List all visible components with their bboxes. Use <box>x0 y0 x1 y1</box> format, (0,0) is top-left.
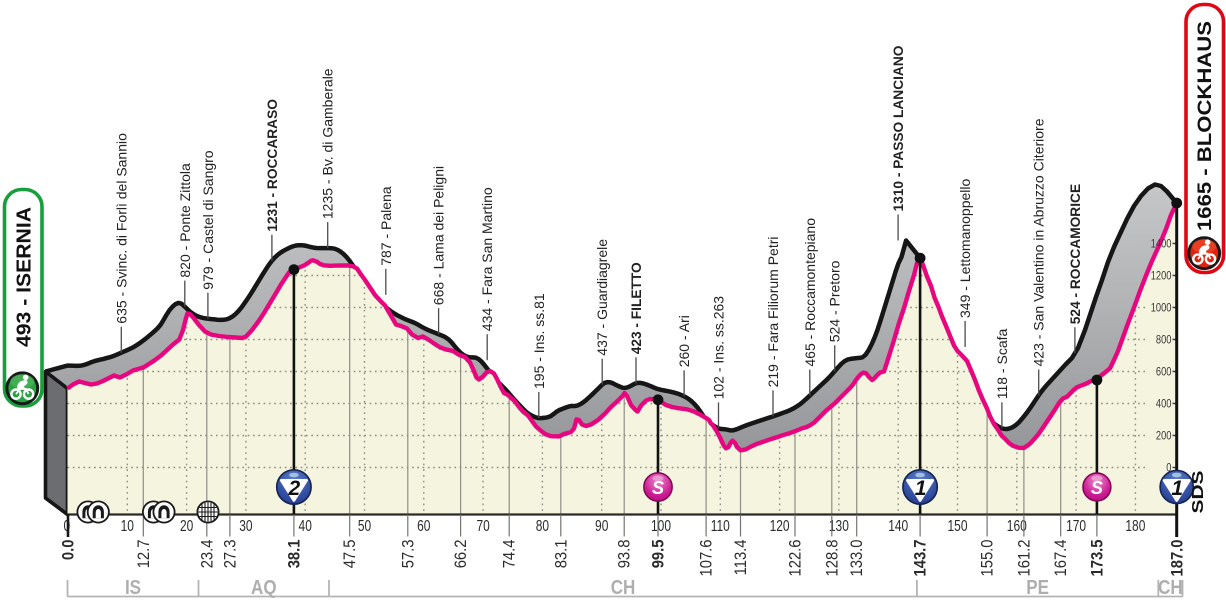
svg-text:423 - FILETTO: 423 - FILETTO <box>628 262 644 354</box>
svg-text:219 - Fara Filiorum Petri: 219 - Fara Filiorum Petri <box>765 237 781 388</box>
svg-text:465 - Roccamontepiano: 465 - Roccamontepiano <box>802 218 818 367</box>
svg-text:50: 50 <box>358 518 371 535</box>
svg-text:400: 400 <box>1156 397 1172 411</box>
svg-text:128.8: 128.8 <box>822 540 841 577</box>
svg-text:143.7: 143.7 <box>911 540 930 577</box>
svg-text:40: 40 <box>299 518 312 535</box>
svg-text:155.0: 155.0 <box>978 540 997 577</box>
svg-text:CH: CH <box>611 577 636 599</box>
svg-text:120: 120 <box>770 518 790 535</box>
svg-text:S: S <box>652 478 664 498</box>
svg-text:187.0: 187.0 <box>1167 540 1186 577</box>
svg-text:IS: IS <box>125 577 141 599</box>
svg-text:27.3: 27.3 <box>220 540 239 569</box>
svg-text:80: 80 <box>536 518 549 535</box>
svg-text:1665 - BLOCKHAUS: 1665 - BLOCKHAUS <box>1195 21 1216 231</box>
svg-text:110: 110 <box>711 518 730 535</box>
svg-text:1200: 1200 <box>1151 269 1172 283</box>
svg-text:83.1: 83.1 <box>551 540 570 569</box>
svg-text:20: 20 <box>180 518 193 535</box>
svg-text:668 - Lama dei Peligni: 668 - Lama dei Peligni <box>431 166 447 305</box>
svg-text:180: 180 <box>1125 518 1145 535</box>
svg-text:74.4: 74.4 <box>500 540 519 569</box>
svg-text:90: 90 <box>595 518 608 535</box>
svg-text:800: 800 <box>1156 333 1172 347</box>
svg-text:118 - Scafa: 118 - Scafa <box>994 328 1010 399</box>
svg-text:113.4: 113.4 <box>731 540 750 576</box>
svg-text:524 - Pretoro: 524 - Pretoro <box>827 260 843 342</box>
svg-text:434 - Fara San Martino: 434 - Fara San Martino <box>479 187 495 331</box>
svg-text:140: 140 <box>888 518 908 535</box>
svg-text:493 - ISERNIA: 493 - ISERNIA <box>13 207 36 347</box>
svg-text:1235 - Bv. di Gamberale: 1235 - Bv. di Gamberale <box>320 68 336 219</box>
svg-text:107.6: 107.6 <box>697 540 716 577</box>
svg-text:47.5: 47.5 <box>340 540 359 569</box>
svg-text:524 - ROCCAMORICE: 524 - ROCCAMORICE <box>1067 184 1083 324</box>
svg-text:99.5: 99.5 <box>649 540 668 569</box>
svg-text:173.5: 173.5 <box>1087 540 1106 577</box>
svg-text:PE: PE <box>1026 577 1049 599</box>
svg-text:23.4: 23.4 <box>197 540 216 569</box>
svg-text:57.3: 57.3 <box>398 540 417 569</box>
svg-text:820 - Ponte Zittola: 820 - Ponte Zittola <box>177 163 193 278</box>
svg-text:1000: 1000 <box>1151 301 1172 315</box>
svg-text:200: 200 <box>1156 429 1172 443</box>
svg-text:122.6: 122.6 <box>786 540 805 577</box>
svg-text:1400: 1400 <box>1151 237 1172 251</box>
svg-text:CH: CH <box>1158 577 1183 599</box>
svg-text:93.8: 93.8 <box>615 540 634 569</box>
svg-text:349 - Lettomanoppello: 349 - Lettomanoppello <box>957 178 973 318</box>
svg-text:0.0: 0.0 <box>59 540 78 561</box>
svg-text:10: 10 <box>121 518 134 535</box>
svg-text:161.2: 161.2 <box>1014 540 1033 577</box>
svg-text:437 - Guardiagrele: 437 - Guardiagrele <box>594 239 610 356</box>
svg-text:1310 - PASSO LANCIANO: 1310 - PASSO LANCIANO <box>890 46 906 212</box>
svg-text:66.2: 66.2 <box>451 540 470 569</box>
svg-text:635 - Svinc. di Forlì del Sann: 635 - Svinc. di Forlì del Sannio <box>113 133 129 324</box>
svg-text:100: 100 <box>651 518 671 535</box>
svg-text:195 - Ins. ss.81: 195 - Ins. ss.81 <box>531 293 547 389</box>
svg-text:70: 70 <box>476 518 489 535</box>
svg-text:1: 1 <box>915 477 927 500</box>
svg-text:SDS: SDS <box>1190 470 1207 513</box>
svg-text:787 - Palena: 787 - Palena <box>378 186 394 266</box>
svg-text:260 - Ari: 260 - Ari <box>676 315 692 367</box>
svg-text:102 - Ins. ss.263: 102 - Ins. ss.263 <box>711 296 727 400</box>
svg-text:160: 160 <box>1007 518 1027 535</box>
svg-text:0: 0 <box>1166 461 1171 475</box>
svg-text:30: 30 <box>239 518 252 535</box>
svg-text:979 - Castel di Sangro: 979 - Castel di Sangro <box>200 150 216 290</box>
svg-text:1: 1 <box>1171 477 1183 500</box>
svg-text:133.0: 133.0 <box>847 540 866 577</box>
svg-text:600: 600 <box>1156 365 1172 379</box>
svg-text:150: 150 <box>948 518 968 535</box>
svg-text:167.4: 167.4 <box>1051 540 1070 577</box>
svg-text:170: 170 <box>1066 518 1086 535</box>
svg-text:AQ: AQ <box>251 577 277 599</box>
svg-text:38.1: 38.1 <box>284 540 303 569</box>
svg-text:S: S <box>1091 478 1103 498</box>
svg-text:1231 - ROCCARASO: 1231 - ROCCARASO <box>264 99 280 232</box>
svg-text:2: 2 <box>288 477 301 500</box>
svg-text:130: 130 <box>829 518 849 535</box>
svg-text:423 - San Valentino in Abruzzo: 423 - San Valentino in Abruzzo Citeriore <box>1031 118 1047 366</box>
svg-text:60: 60 <box>417 518 430 535</box>
svg-text:12.7: 12.7 <box>134 540 153 569</box>
